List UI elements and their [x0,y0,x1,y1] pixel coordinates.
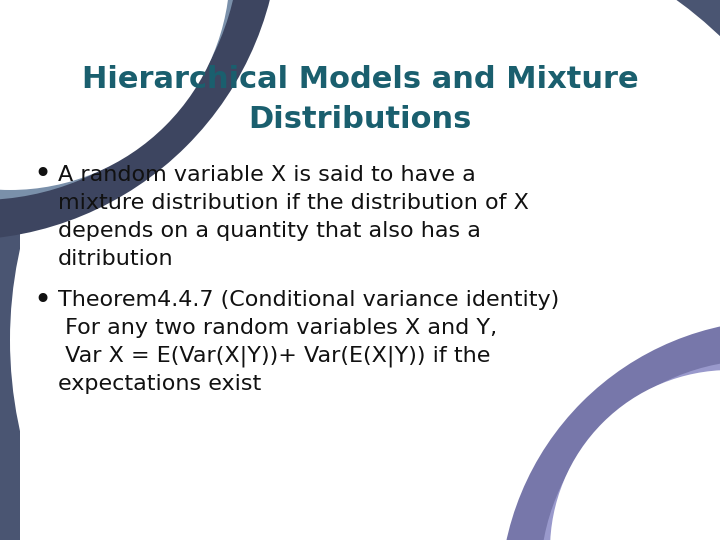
Text: ditribution: ditribution [58,249,174,269]
Circle shape [120,0,720,540]
Text: A random variable X is said to have a: A random variable X is said to have a [58,165,476,185]
Text: mixture distribution if the distribution of X: mixture distribution if the distribution… [58,193,529,213]
Circle shape [0,0,240,200]
Text: expectations exist: expectations exist [58,374,261,394]
Circle shape [540,360,720,540]
Circle shape [500,320,720,540]
Text: For any two random variables X and Y,: For any two random variables X and Y, [58,318,497,338]
Text: depends on a quantity that also has a: depends on a quantity that also has a [58,221,481,241]
Text: Var X = E(Var(X|Y))+ Var(E(X|Y)) if the: Var X = E(Var(X|Y))+ Var(E(X|Y)) if the [58,345,490,367]
Text: •: • [33,160,51,190]
Text: Theorem4.4.7 (Conditional variance identity): Theorem4.4.7 (Conditional variance ident… [58,290,559,310]
Circle shape [0,0,230,190]
FancyBboxPatch shape [20,70,720,540]
Circle shape [10,0,720,540]
Text: Distributions: Distributions [248,105,472,134]
Text: •: • [33,286,51,314]
Text: Hierarchical Models and Mixture: Hierarchical Models and Mixture [81,65,639,94]
Circle shape [0,0,280,240]
Circle shape [550,370,720,540]
